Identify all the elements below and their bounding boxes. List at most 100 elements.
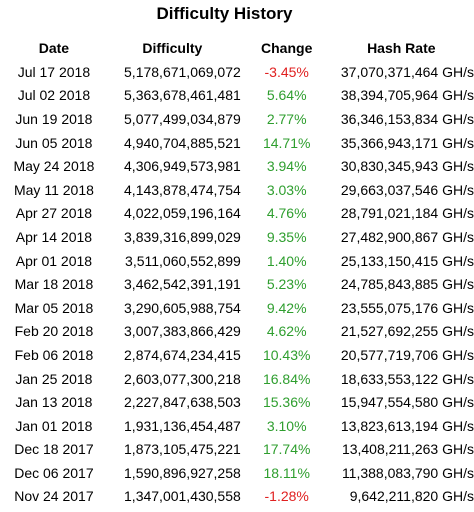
hash-rate-cell: 11,388,083,790 GH/s — [341, 464, 474, 481]
table-row: Mar 05 2018 3,290,605,988,754 9.42% 23,555,… — [8, 296, 474, 320]
change-cell: -1.28% — [264, 488, 309, 505]
table-row: May 24 2018 4,306,949,573,981 3.94% 30,830,… — [8, 154, 474, 178]
date-cell: Jan 25 2018 — [15, 370, 93, 387]
page-title: Difficulty History — [156, 4, 293, 23]
change-cell: 15.36% — [262, 394, 311, 411]
table-row: Jun 05 2018 4,940,704,885,521 14.71% 35,366… — [8, 131, 474, 155]
difficulty-cell: 1,873,105,475,221 — [124, 441, 241, 458]
change-cell: 3.03% — [266, 181, 307, 198]
date-cell: Jul 17 2018 — [17, 63, 91, 80]
table-row: Apr 27 2018 4,022,059,196,164 4.76% 28,791,… — [8, 202, 474, 226]
table-row: Jun 19 2018 5,077,499,034,879 2.77% 36,346,… — [8, 107, 474, 131]
change-cell: 4.62% — [266, 323, 307, 340]
column-header-change: Change — [261, 40, 313, 56]
difficulty-cell: 1,590,896,927,258 — [124, 464, 241, 481]
table-row: Mar 18 2018 3,462,542,391,191 5.23% 24,785,… — [8, 272, 474, 296]
change-cell: 18.11% — [263, 464, 310, 481]
hash-rate-cell: 27,482,900,867 GH/s — [340, 228, 474, 245]
change-cell: 9.35% — [266, 228, 307, 245]
difficulty-cell: 3,839,316,899,029 — [124, 228, 241, 245]
change-cell: 5.64% — [266, 87, 307, 104]
date-cell: Mar 05 2018 — [14, 299, 94, 316]
change-cell: 16.84% — [262, 370, 311, 387]
difficulty-cell: 2,603,077,300,218 — [124, 370, 241, 387]
hash-rate-cell: 18,633,553,122 GH/s — [340, 370, 474, 387]
difficulty-cell: 3,462,542,391,191 — [124, 276, 241, 293]
change-cell: -3.45% — [264, 63, 309, 80]
hash-rate-cell: 13,823,613,194 GH/s — [340, 417, 474, 434]
date-cell: Mar 18 2018 — [14, 276, 94, 293]
hash-rate-cell: 25,133,150,415 GH/s — [340, 252, 474, 269]
hash-rate-cell: 29,663,037,546 GH/s — [340, 181, 474, 198]
difficulty-cell: 4,143,878,474,754 — [124, 181, 241, 198]
hash-rate-cell: 13,408,211,263 GH/s — [341, 441, 474, 458]
date-cell: Jul 02 2018 — [17, 87, 91, 104]
date-cell: May 11 2018 — [13, 181, 94, 198]
date-cell: Dec 18 2017 — [14, 441, 94, 458]
table-row: Dec 06 2017 1,590,896,927,258 18.11% 11,388… — [8, 461, 474, 485]
date-cell: Nov 24 2017 — [14, 488, 94, 505]
difficulty-cell: 1,931,136,454,487 — [124, 417, 241, 434]
table-row: Feb 06 2018 2,874,674,234,415 10.43% 20,577… — [8, 343, 474, 367]
hash-rate-cell: 36,346,153,834 GH/s — [340, 110, 474, 127]
date-cell: Jan 13 2018 — [15, 394, 93, 411]
change-cell: 10.43% — [262, 346, 311, 363]
difficulty-cell: 4,940,704,885,521 — [124, 134, 241, 151]
date-cell: Jan 01 2018 — [15, 417, 93, 434]
change-cell: 5.23% — [266, 276, 307, 293]
table-row: Apr 01 2018 3,511,060,552,899 1.40% 25,133,… — [8, 249, 474, 273]
difficulty-cell: 3,290,605,988,754 — [124, 299, 241, 316]
hash-rate-cell: 28,791,021,184 GH/s — [340, 205, 474, 222]
table-row: May 11 2018 4,143,878,474,754 3.03% 29,663,… — [8, 178, 474, 202]
hash-rate-cell: 38,394,705,964 GH/s — [340, 87, 474, 104]
change-cell: 3.10% — [266, 417, 307, 434]
difficulty-cell: 5,077,499,034,879 — [124, 110, 241, 127]
column-header-date: Date — [38, 40, 70, 56]
change-cell: 1.40% — [266, 252, 307, 269]
change-cell: 4.76% — [266, 205, 307, 222]
date-cell: Apr 27 2018 — [15, 205, 93, 222]
table-row: Feb 20 2018 3,007,383,866,429 4.62% 21,527,… — [8, 320, 474, 344]
hash-rate-cell: 20,577,719,706 GH/s — [340, 346, 474, 363]
table-row: Jul 17 2018 5,178,671,069,072 -3.45% 37,070… — [8, 60, 474, 84]
difficulty-history-table: Date Difficulty Change Hash Rate Jul 17 … — [8, 36, 474, 508]
hash-rate-cell: 24,785,843,885 GH/s — [340, 276, 474, 293]
difficulty-cell: 5,178,671,069,072 — [124, 63, 241, 80]
table-row: Jan 01 2018 1,931,136,454,487 3.10% 13,823,… — [8, 414, 474, 438]
table-row: Jan 25 2018 2,603,077,300,218 16.84% 18,633… — [8, 367, 474, 391]
table-row: Dec 18 2017 1,873,105,475,221 17.74% 13,408… — [8, 438, 474, 462]
date-cell: Apr 01 2018 — [15, 252, 93, 269]
table-row: Nov 24 2017 1,347,001,430,558 -1.28% 9,642,… — [8, 485, 474, 509]
difficulty-cell: 5,363,678,461,481 — [124, 87, 241, 104]
date-cell: Feb 06 2018 — [14, 346, 94, 363]
difficulty-cell: 3,511,060,552,899 — [125, 252, 241, 269]
hash-rate-cell: 30,830,345,943 GH/s — [340, 158, 474, 175]
table-body: Jul 17 2018 5,178,671,069,072 -3.45% 37,070… — [8, 60, 474, 508]
table-header-row: Date Difficulty Change Hash Rate — [8, 36, 474, 60]
hash-rate-cell: 35,366,943,171 GH/s — [340, 134, 474, 151]
hash-rate-cell: 9,642,211,820 GH/s — [349, 488, 474, 505]
difficulty-cell: 2,227,847,638,503 — [124, 394, 241, 411]
column-header-hash-rate: Hash Rate — [367, 40, 436, 56]
hash-rate-cell: 21,527,692,255 GH/s — [340, 323, 474, 340]
hash-rate-cell: 15,947,554,580 GH/s — [340, 394, 474, 411]
change-cell: 14.71% — [262, 134, 311, 151]
date-cell: Jun 19 2018 — [15, 110, 93, 127]
difficulty-cell: 4,022,059,196,164 — [124, 205, 241, 222]
column-header-difficulty: Difficulty — [142, 40, 203, 56]
change-cell: 9.42% — [266, 299, 307, 316]
date-cell: Jun 05 2018 — [15, 134, 93, 151]
hash-rate-cell: 23,555,075,176 GH/s — [340, 299, 474, 316]
table-row: Jul 02 2018 5,363,678,461,481 5.64% 38,394,… — [8, 84, 474, 108]
difficulty-cell: 3,007,383,866,429 — [124, 323, 241, 340]
table-row: Apr 14 2018 3,839,316,899,029 9.35% 27,482,… — [8, 225, 474, 249]
date-cell: Apr 14 2018 — [15, 228, 93, 245]
change-cell: 2.77% — [266, 110, 307, 127]
difficulty-cell: 1,347,001,430,558 — [124, 488, 241, 505]
difficulty-cell: 2,874,674,234,415 — [124, 346, 241, 363]
table-row: Jan 13 2018 2,227,847,638,503 15.36% 15,947… — [8, 390, 474, 414]
date-cell: Feb 20 2018 — [14, 323, 94, 340]
difficulty-cell: 4,306,949,573,981 — [124, 158, 241, 175]
hash-rate-cell: 37,070,371,464 GH/s — [340, 63, 474, 80]
change-cell: 3.94% — [266, 158, 307, 175]
